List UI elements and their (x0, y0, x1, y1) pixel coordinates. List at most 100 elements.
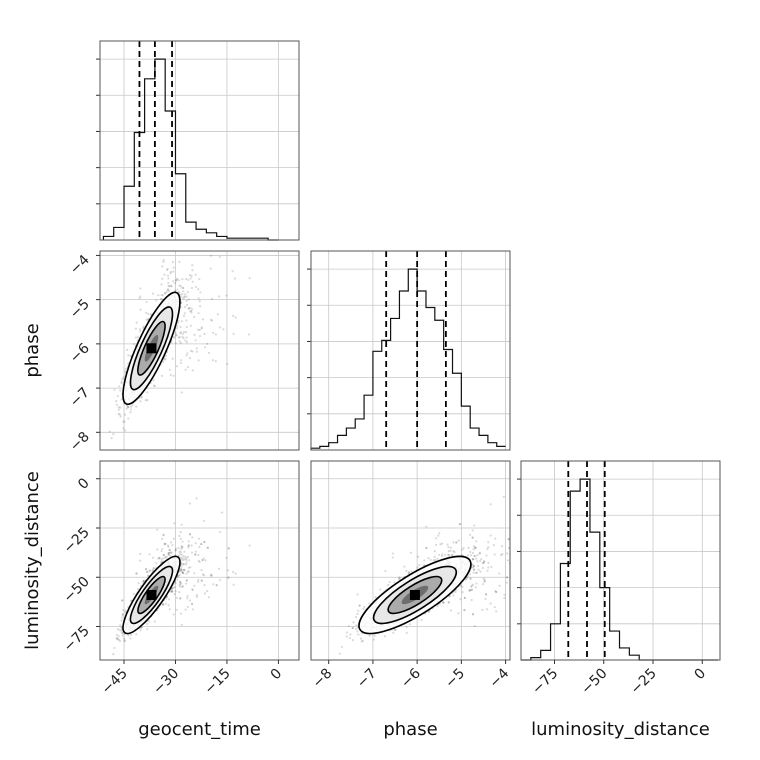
scatter-point (206, 546, 209, 549)
scatter-point (113, 646, 116, 650)
scatter-point (132, 592, 135, 595)
histogram-panel-geocent_time (96, 40, 300, 241)
scatter-point (221, 511, 224, 514)
scatter-point (122, 420, 125, 423)
scatter-point (513, 567, 515, 569)
scatter-point (121, 616, 124, 619)
scatter-point (178, 591, 181, 594)
scatter-point (487, 541, 490, 544)
scatter-point (203, 592, 207, 595)
scatter-point (120, 398, 123, 401)
scatter-point (142, 326, 145, 330)
scatter-point (210, 318, 213, 321)
scatter-point (139, 559, 142, 562)
scatter-point (169, 374, 172, 377)
scatter-point (119, 624, 122, 627)
scatter-point (190, 286, 194, 290)
scatter-point (161, 265, 164, 268)
scatter-point (162, 553, 165, 556)
scatter-point (129, 405, 133, 408)
scatter-point (124, 609, 127, 612)
scatter-point (191, 280, 194, 283)
scatter-point (194, 553, 197, 556)
scatter-point (181, 332, 184, 335)
scatter-point (161, 537, 164, 540)
scatter-point (203, 540, 206, 544)
scatter-point (120, 619, 123, 622)
scatter-point (185, 303, 189, 307)
scatter-point (197, 553, 200, 557)
scatter-point (164, 358, 167, 361)
scatter-point (191, 307, 194, 311)
scatter-point (178, 336, 181, 339)
scatter-point (547, 568, 549, 570)
scatter-point (184, 608, 187, 611)
scatter-point (185, 561, 188, 564)
scatter-point (182, 568, 185, 571)
scatter-point (176, 324, 179, 328)
scatter-point (187, 559, 190, 562)
scatter-point (178, 553, 182, 556)
panel-frame (520, 460, 721, 661)
scatter-point (185, 325, 188, 329)
scatter-point (425, 546, 428, 550)
scatter-point (180, 320, 183, 323)
scatter-point (198, 560, 201, 563)
scatter-point (185, 579, 188, 582)
scatter-point (471, 529, 474, 532)
scatter-point (139, 287, 142, 290)
scatter-point (168, 284, 171, 287)
scatter-point (169, 554, 172, 557)
scatter-point (170, 551, 173, 554)
scatter-point (117, 406, 120, 409)
scatter-point (455, 541, 458, 544)
scatter-point (110, 436, 113, 440)
scatter-point (146, 570, 149, 574)
scatter-panel-phase-luminosity_distance (310, 460, 549, 661)
scatter-point (163, 543, 166, 546)
scatter-point (360, 640, 363, 643)
histogram-panel-phase (307, 250, 511, 451)
scatter-point (175, 327, 179, 330)
scatter-point (174, 549, 177, 552)
scatter-point (179, 295, 183, 298)
scatter-point (201, 558, 204, 562)
scatter-point (195, 235, 197, 237)
scatter-point (120, 380, 123, 383)
scatter-point (471, 536, 474, 539)
scatter-point (197, 297, 200, 300)
scatter-point (179, 361, 182, 365)
scatter-point (131, 404, 134, 407)
scatter-point (121, 599, 124, 602)
scatter-point (231, 270, 234, 273)
scatter-point (164, 556, 167, 560)
scatter-point (201, 318, 205, 321)
scatter-point (188, 274, 192, 277)
scatter-point (180, 545, 183, 548)
scatter-point (177, 319, 180, 323)
histogram-step-phase (310, 268, 506, 450)
scatter-point (180, 565, 183, 568)
scatter-point (112, 432, 115, 436)
scatter-point (181, 286, 184, 289)
scatter-point (351, 626, 354, 630)
scatter-point (115, 637, 118, 640)
scatter-point (173, 522, 176, 525)
scatter-point (161, 557, 165, 560)
scatter-point (468, 589, 471, 592)
scatter-point (189, 215, 191, 217)
scatter-point (147, 574, 150, 577)
scatter-point (190, 309, 193, 313)
scatter-point (161, 603, 165, 606)
scatter-point (194, 542, 197, 545)
scatter-point (188, 502, 192, 505)
scatter-point (166, 268, 169, 272)
scatter-point (164, 542, 167, 545)
scatter-point (198, 299, 201, 303)
scatter-point (219, 578, 222, 582)
scatter-point (463, 596, 466, 600)
scatter-point (184, 339, 187, 342)
scatter-point (232, 332, 235, 335)
scatter-point (181, 335, 184, 338)
scatter-point (473, 554, 476, 558)
